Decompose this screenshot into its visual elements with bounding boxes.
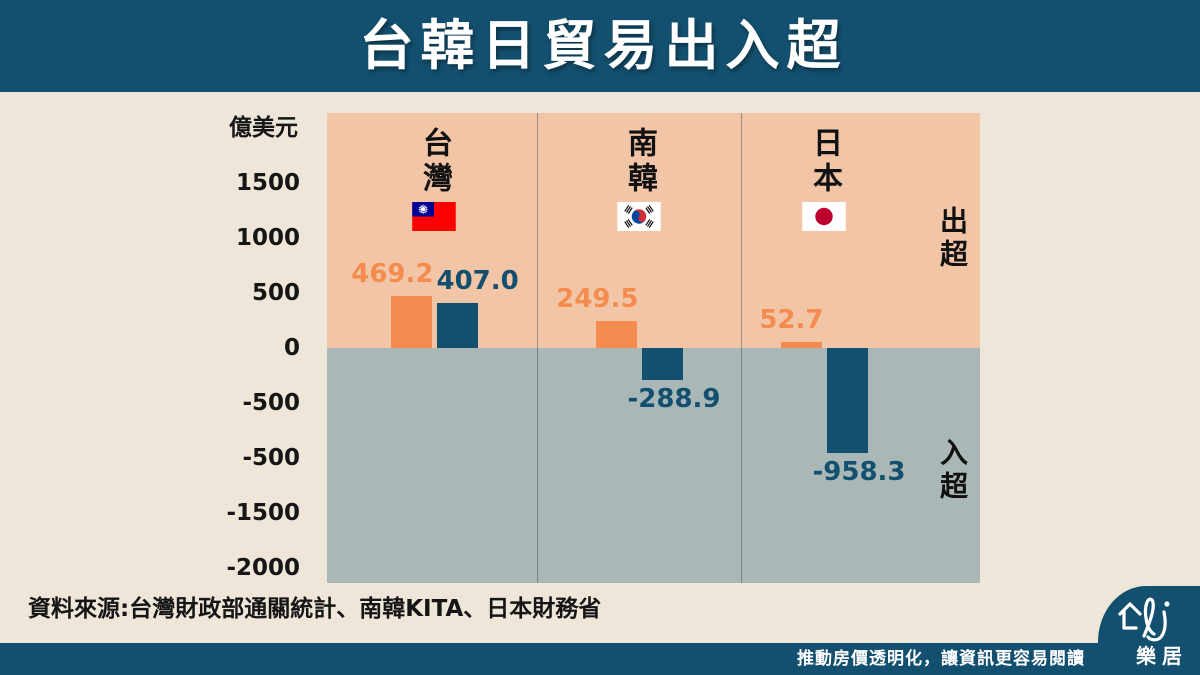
group-divider <box>741 113 742 583</box>
category-label-japan: 日本 <box>807 127 842 197</box>
bar-group-3-series-1 <box>780 342 822 348</box>
deficit-region-label: 入超 <box>936 438 969 504</box>
bar-group-2-series-2 <box>641 348 683 380</box>
bar-group-1-series-1 <box>390 296 432 348</box>
y-tick-label: 500 <box>251 280 300 307</box>
value-label-group-3-series-2: -958.3 <box>812 457 906 488</box>
logo: 樂居 <box>1098 586 1200 675</box>
value-label-group-2-series-1: 249.5 <box>556 283 639 314</box>
group-divider <box>537 113 538 583</box>
value-label-group-1-series-1: 469.2 <box>351 259 434 290</box>
y-axis: 億美元 1500 1000 500 0 -500 -500 -1500 -2000 <box>200 113 300 583</box>
bar-group-1-series-2 <box>436 303 478 348</box>
surplus-region-label: 出超 <box>936 206 969 272</box>
category-label-taiwan: 台灣 <box>417 127 452 197</box>
deficit-region <box>327 348 980 583</box>
value-label-group-2-series-2: -288.9 <box>627 383 721 414</box>
y-tick-label: -500 <box>242 444 300 471</box>
data-source-note: 資料來源:台灣財政部通關統計、南韓KITA、日本財務省 <box>28 596 602 622</box>
bar-group-3-series-2 <box>826 348 868 454</box>
y-tick-label: 1500 <box>235 170 300 197</box>
plot-area: 台灣 南韓 日本 <box>327 113 980 583</box>
value-label-group-1-series-2: 407.0 <box>436 266 519 297</box>
south-korea-flag-icon <box>617 202 661 231</box>
chart-title: 台韓日貿易出入超 <box>359 14 848 77</box>
category-label-south-korea: 南韓 <box>622 127 657 197</box>
y-tick-label: 0 <box>283 335 300 361</box>
y-tick-label: 1000 <box>235 225 300 252</box>
value-label-group-3-series-1: 52.7 <box>759 305 824 336</box>
bar-group-2-series-1 <box>595 320 637 348</box>
footer-bar: 推動房價透明化，讓資訊更容易閱讀 <box>0 643 1200 675</box>
y-axis-unit-label: 億美元 <box>229 115 298 141</box>
y-tick-label: -500 <box>242 389 300 416</box>
japan-flag-icon <box>802 202 846 231</box>
taiwan-flag-icon <box>412 202 456 231</box>
leju-logo-icon <box>1118 597 1170 642</box>
y-tick-label: -2000 <box>226 554 300 581</box>
header-bar: 台韓日貿易出入超 <box>0 0 1200 92</box>
logo-text: 樂居 <box>1136 644 1188 668</box>
footer-tagline: 推動房價透明化，讓資訊更容易閱讀 <box>797 649 1085 669</box>
y-tick-label: -1500 <box>226 499 300 526</box>
